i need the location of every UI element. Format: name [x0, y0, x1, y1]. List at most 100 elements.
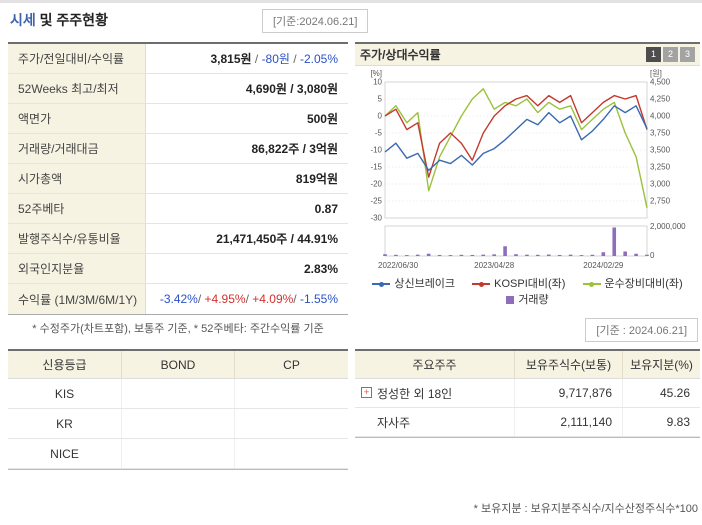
- quote-row-label: 거래량/거래대금: [8, 134, 146, 163]
- credit-header-bond: BOND: [122, 351, 235, 378]
- svg-text:10: 10: [373, 78, 382, 87]
- svg-text:0: 0: [650, 251, 655, 260]
- quote-row-label: 발행주식수/유통비율: [8, 224, 146, 253]
- table-row: 52주베타 0.87: [8, 194, 348, 224]
- quote-row-label: 외국인지분율: [8, 254, 146, 283]
- quote-row-value: 2.83%: [303, 261, 338, 276]
- major-shareholder-icon[interactable]: +: [361, 387, 372, 398]
- page-title-rest: 및 주주현황: [35, 12, 108, 28]
- svg-text:0: 0: [378, 112, 383, 121]
- credit-cp-cell: [235, 379, 348, 408]
- quote-row-label: 주가/전일대비/수익률: [8, 44, 146, 73]
- chart-header: 주가/상대수익률 1 2 3: [355, 42, 700, 66]
- chart-page-button-1[interactable]: 1: [646, 47, 661, 62]
- quote-row-value: 819억원: [295, 172, 338, 186]
- price-chart-svg: 10 5 0 -5 -10 -15 -20 -25 -30 4,500 4,250 4,000 3,75…: [370, 69, 686, 270]
- holders-header-name: 주요주주: [355, 351, 515, 378]
- table-row: 자사주 2,111,140 9.83: [355, 408, 700, 437]
- table-row: 시가총액 819억원: [8, 164, 348, 194]
- holders-footnote: * 보유지분 : 보유지분주식수/지수산정주식수*100: [473, 503, 698, 515]
- credit-cp-cell: [235, 409, 348, 438]
- svg-text:2022/06/30: 2022/06/30: [378, 261, 419, 270]
- credit-bond-cell: [122, 439, 235, 468]
- legend-line-icon: [472, 281, 491, 287]
- quote-row-value: -3.42% / +4.95% / +4.09% / -1.55%: [159, 292, 338, 306]
- svg-text:2,000,000: 2,000,000: [650, 222, 686, 231]
- chart-page-button-3[interactable]: 3: [680, 47, 695, 62]
- credit-header-cp: CP: [235, 351, 348, 378]
- quote-row-label: 시가총액: [8, 164, 146, 193]
- holders-header-shares: 보유주식수(보통): [515, 351, 623, 378]
- svg-text:[%]: [%]: [370, 69, 382, 78]
- svg-text:-25: -25: [370, 197, 382, 206]
- svg-text:4,000: 4,000: [650, 112, 671, 121]
- quote-table: 주가/전일대비/수익률 3,815원 / -80원 / -2.05% 52Weeks…: [8, 42, 348, 315]
- table-row: + 정성한 외 18인 9,717,876 45.26: [355, 379, 700, 408]
- svg-text:3,000: 3,000: [650, 180, 671, 189]
- legend-label: 운수장비대비(좌): [604, 278, 683, 290]
- chart-pager: 1 2 3: [646, 47, 695, 62]
- svg-text:2,750: 2,750: [650, 197, 671, 206]
- asof-badge-chart: [기준 : 2024.06.21]: [585, 318, 698, 342]
- legend-item-volume: 거래량: [506, 294, 549, 306]
- legend-row-lines: 상신브레이크 KOSPI대비(좌) 운수장비대비(좌): [355, 276, 700, 292]
- svg-text:-10: -10: [370, 146, 382, 155]
- holders-table: 주요주주 보유주식수(보통) 보유지분(%) + 정성한 외 18인 9,717,8…: [355, 349, 700, 438]
- svg-text:2024/02/29: 2024/02/29: [583, 261, 624, 270]
- legend-item-kospi: KOSPI대비(좌): [472, 278, 565, 290]
- table-row: 52Weeks 최고/최저 4,690원 / 3,080원: [8, 74, 348, 104]
- legend-label: 거래량: [518, 294, 549, 306]
- asof-badge-top: [기준:2024.06.21]: [262, 9, 369, 33]
- legend-square-icon: [506, 296, 515, 305]
- svg-text:-20: -20: [370, 180, 382, 189]
- holder-shares-cell: 2,111,140: [515, 408, 623, 436]
- chart-title: 주가/상대수익률: [360, 48, 441, 62]
- svg-text:3,500: 3,500: [650, 146, 671, 155]
- table-row: 액면가 500원: [8, 104, 348, 134]
- quote-row-value: 0.87: [314, 201, 338, 216]
- svg-text:-15: -15: [370, 163, 382, 172]
- quote-row-label: 52주베타: [8, 194, 146, 223]
- holder-ratio-cell: 45.26: [659, 386, 690, 400]
- quote-row-value: 21,471,450주 / 44.91%: [216, 232, 338, 246]
- svg-text:3,750: 3,750: [650, 129, 671, 138]
- quote-row-value: 3,815원 / -80원 / -2.05%: [210, 51, 338, 67]
- quote-row-value: 86,822주 / 3억원: [251, 142, 339, 156]
- svg-text:[원]: [원]: [650, 69, 662, 78]
- quote-row-label: 수익률 (1M/3M/6M/1Y): [8, 284, 146, 314]
- credit-header-agency: 신용등급: [8, 351, 122, 378]
- quote-row-value: 4,690원 / 3,080원: [245, 82, 338, 96]
- table-row: NICE: [8, 439, 348, 469]
- credit-table-header: 신용등급 BOND CP: [8, 351, 348, 379]
- table-row: 외국인지분율 2.83%: [8, 254, 348, 284]
- chart-page-button-2[interactable]: 2: [663, 47, 678, 62]
- holders-table-body: + 정성한 외 18인 9,717,876 45.26 자사주 2,111,140 9.83: [355, 379, 700, 437]
- holder-name-cell: + 정성한 외 18인: [355, 379, 515, 407]
- credit-ratings-table: 신용등급 BOND CP KIS KR NICE: [8, 349, 348, 470]
- table-row: 수익률 (1M/3M/6M/1Y) -3.42% / +4.95% / +4.09% /…: [8, 284, 348, 314]
- credit-bond-cell: [122, 409, 235, 438]
- credit-bond-cell: [122, 379, 235, 408]
- legend-item-sector: 운수장비대비(좌): [582, 278, 683, 290]
- credit-table-body: KIS KR NICE: [8, 379, 348, 469]
- chart-panel: 주가/상대수익률 1 2 3 10 5 0 -5 -10 -15 -20 -25 -30 4,50…: [355, 42, 700, 525]
- page-title-highlight: 시세: [10, 12, 36, 28]
- credit-cp-cell: [235, 439, 348, 468]
- holder-name-cell: 자사주: [355, 408, 515, 436]
- table-row: 거래량/거래대금 86,822주 / 3억원: [8, 134, 348, 164]
- legend-row-volume: 거래량: [355, 292, 700, 308]
- quote-footnote: * 수정주가(차트포함), 보통주 기준, * 52주베타: 주간수익률 기준: [32, 323, 324, 335]
- credit-agency-cell: NICE: [8, 439, 122, 468]
- svg-text:2023/04/28: 2023/04/28: [474, 261, 515, 270]
- table-row: 주가/전일대비/수익률 3,815원 / -80원 / -2.05%: [8, 44, 348, 74]
- page-title: 시세 및 주주현황: [10, 10, 108, 30]
- holders-table-header: 주요주주 보유주식수(보통) 보유지분(%): [355, 351, 700, 379]
- top-divider: [0, 0, 702, 3]
- credit-agency-cell: KR: [8, 409, 122, 438]
- legend-item-price: 상신브레이크: [372, 278, 455, 290]
- holder-ratio-cell: 9.83: [666, 415, 690, 429]
- svg-text:-30: -30: [370, 214, 382, 223]
- table-row: KR: [8, 409, 348, 439]
- svg-text:3,250: 3,250: [650, 163, 671, 172]
